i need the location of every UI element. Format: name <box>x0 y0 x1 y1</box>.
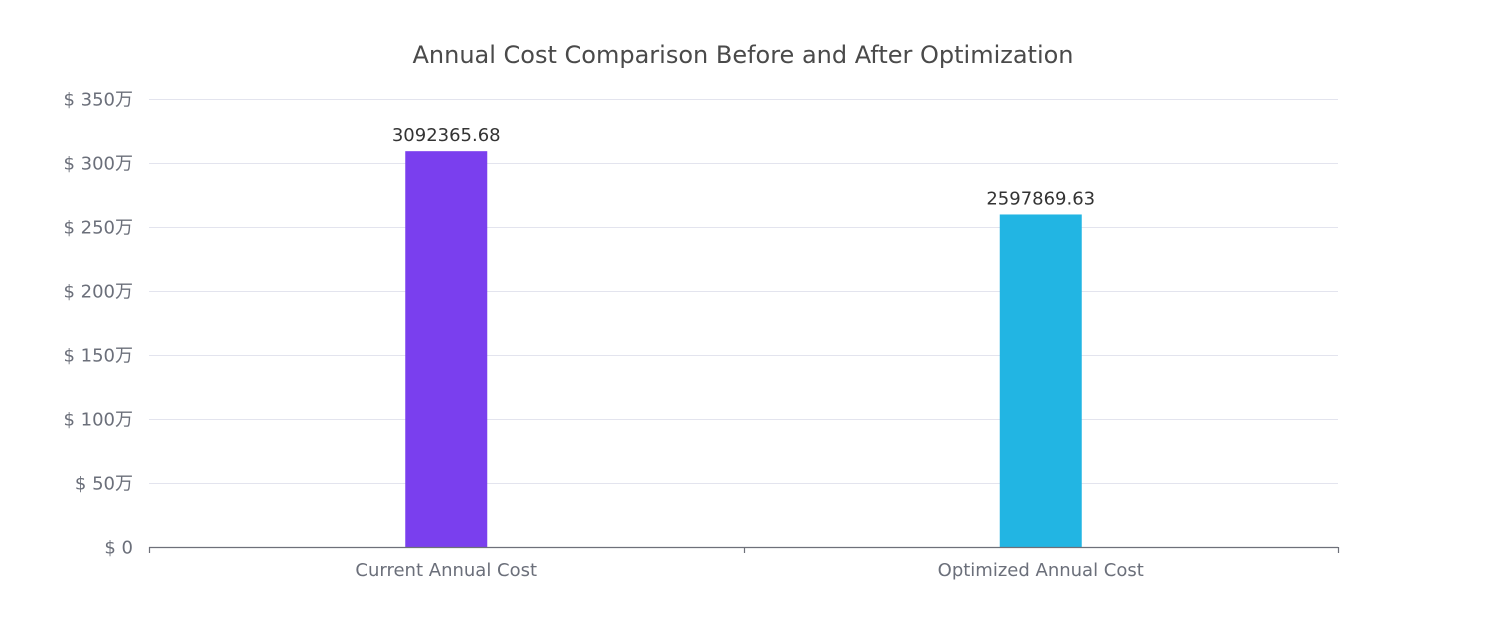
y-tick-label: $ 350万 <box>63 90 133 111</box>
y-tick-label: $ 0 <box>104 538 133 559</box>
y-tick-label: $ 200万 <box>63 282 133 303</box>
x-tick-label: Current Annual Cost <box>355 560 537 581</box>
data-label: 3092365.68 <box>392 125 501 146</box>
labels: $ 0 $ 50万 $ 100万 $ 150万 $ 200万 $ 250万 $ 300万 $ … <box>63 90 1143 582</box>
axes <box>148 546 1340 553</box>
x-tick-label: Optimized Annual Cost <box>938 560 1144 581</box>
bars <box>405 151 1082 548</box>
y-tick-label: $ 50万 <box>75 474 133 495</box>
bar[interactable] <box>405 151 488 548</box>
grid-lines <box>149 99 1338 484</box>
y-tick-label: $ 250万 <box>63 218 133 239</box>
bar[interactable] <box>999 214 1082 547</box>
y-tick-label: $ 100万 <box>63 410 133 431</box>
chart-title: Annual Cost Comparison Before and After … <box>412 41 1073 69</box>
y-tick-label: $ 150万 <box>63 346 133 367</box>
y-tick-label: $ 300万 <box>63 154 133 175</box>
data-label: 2597869.63 <box>986 188 1095 209</box>
